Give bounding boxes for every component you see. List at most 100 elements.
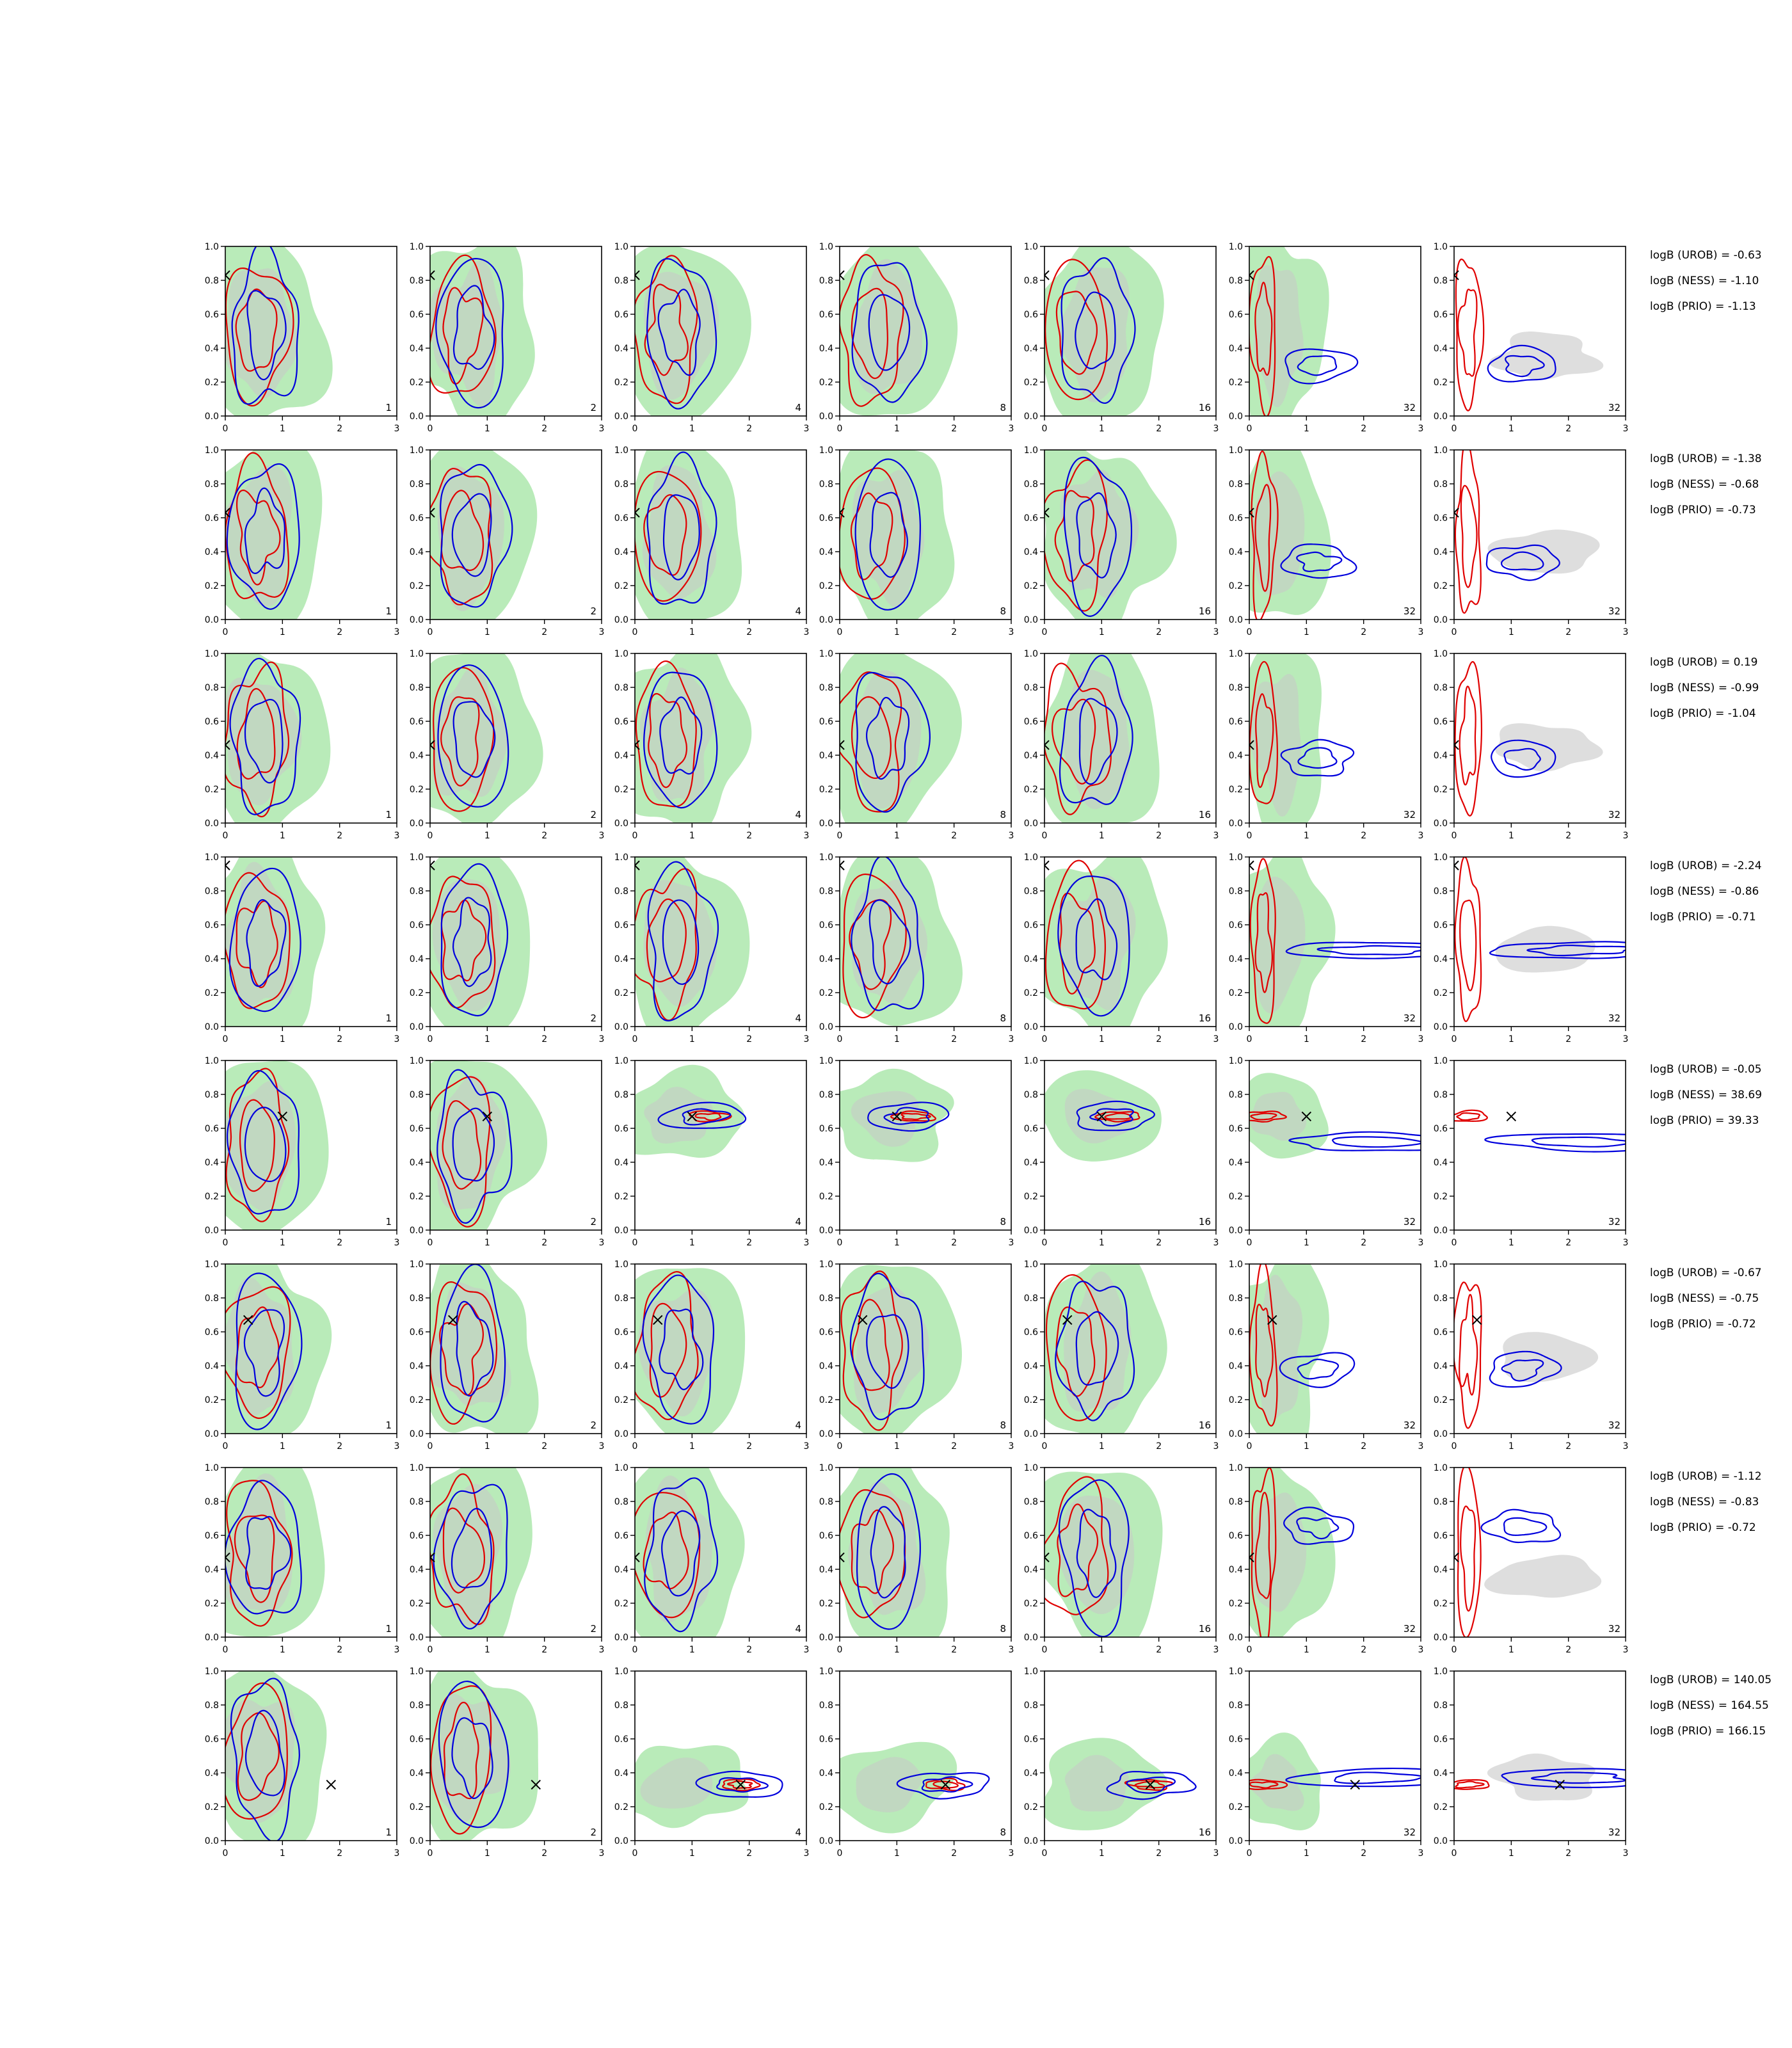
y-tick-label: 0.0 xyxy=(614,819,628,829)
blue-contour-inner xyxy=(245,1516,292,1590)
y-tick-label: 0.8 xyxy=(819,1293,833,1304)
grey-density-region xyxy=(430,1282,511,1406)
y-tick-label: 0.6 xyxy=(819,1327,833,1338)
x-tick-label: 0 xyxy=(1452,424,1457,434)
x-tick-label: 2 xyxy=(1565,424,1571,434)
x-tick-label: 0 xyxy=(1247,1238,1252,1248)
y-tick-label: 0.0 xyxy=(614,1226,628,1236)
panel-number-label: 4 xyxy=(795,1623,801,1635)
x-tick-label: 2 xyxy=(746,831,752,841)
x-tick-label: 1 xyxy=(280,1645,285,1655)
blue-contour-inner xyxy=(659,1308,704,1391)
y-tick-label: 0.2 xyxy=(614,1802,628,1812)
panel-r5-c4: 0 1 2 3 0.0 0.2 0.4 0.6 0.8 1.0 8 xyxy=(819,1056,1014,1248)
x-tick-label: 3 xyxy=(599,831,605,841)
y-tick-label: 0.8 xyxy=(614,1497,628,1507)
y-tick-label: 0.8 xyxy=(614,276,628,286)
y-tick-label: 1.0 xyxy=(1434,242,1448,252)
blue-contour-outer xyxy=(1489,941,1626,959)
blue-contour-inner xyxy=(1531,1136,1626,1148)
axes-frame xyxy=(1453,1467,1626,1638)
y-tick-label: 0.4 xyxy=(1229,344,1243,354)
x-tick-label: 1 xyxy=(1099,831,1105,841)
truth-marker xyxy=(1044,860,1050,870)
y-tick-label: 1.0 xyxy=(1434,1056,1448,1066)
red-contour-inner xyxy=(1459,899,1477,991)
panel-r4-c4: 0 1 2 3 0.0 0.2 0.4 0.6 0.8 1.0 8 xyxy=(819,852,1014,1044)
grey-density-region xyxy=(433,1484,503,1628)
x-tick-label: 1 xyxy=(1099,627,1105,637)
y-tick-label: 0.2 xyxy=(614,1599,628,1609)
red-contour-outer xyxy=(840,1489,906,1619)
y-tick-label: 1.0 xyxy=(1229,445,1243,456)
panel-number-label: 32 xyxy=(1404,1216,1416,1228)
y-tick-label: 1.0 xyxy=(205,1463,219,1473)
x-tick-label: 1 xyxy=(1304,1034,1309,1044)
red-contour-outer xyxy=(225,661,290,818)
panel-r7-c1: 0 1 2 3 0.0 0.2 0.4 0.6 0.8 1.0 1 xyxy=(205,1463,400,1655)
panel-number-label: 32 xyxy=(1404,809,1416,820)
blue-contour-outer xyxy=(1489,1350,1562,1388)
y-tick-label: 0.8 xyxy=(614,1293,628,1304)
x-tick-label: 1 xyxy=(1099,1645,1105,1655)
panel-number-label: 8 xyxy=(1000,605,1006,617)
x-tick-label: 3 xyxy=(394,1848,400,1859)
y-tick-label: 0.4 xyxy=(1229,1361,1243,1372)
red-contour-outer xyxy=(225,1068,290,1222)
panel-r6-c6: 0 1 2 3 0.0 0.2 0.4 0.6 0.8 1.0 32 xyxy=(1229,1260,1424,1452)
panel-r6-c7: 0 1 2 3 0.0 0.2 0.4 0.6 0.8 1.0 32 xyxy=(1434,1260,1629,1452)
blue-contour-outer xyxy=(1288,1131,1421,1151)
x-tick-label: 3 xyxy=(1213,1848,1219,1859)
y-tick-label: 0.0 xyxy=(614,1836,628,1846)
x-tick-label: 1 xyxy=(1304,1848,1309,1859)
y-tick-label: 0.2 xyxy=(614,1395,628,1405)
blue-contour-inner xyxy=(244,1709,285,1796)
x-tick-label: 3 xyxy=(1623,1848,1629,1859)
y-tick-label: 0.2 xyxy=(1434,785,1448,795)
red-contour-outer xyxy=(430,876,496,1009)
panel-number-label: 8 xyxy=(1000,1216,1006,1228)
y-tick-label: 0.8 xyxy=(819,1497,833,1507)
x-tick-label: 2 xyxy=(1565,1441,1571,1452)
x-tick-label: 0 xyxy=(1247,1441,1252,1452)
x-tick-label: 3 xyxy=(599,1441,605,1452)
red-contour-outer xyxy=(225,1682,288,1820)
y-tick-label: 0.8 xyxy=(1229,276,1243,286)
grey-density-region xyxy=(644,1087,713,1144)
y-tick-label: 1.0 xyxy=(1024,1056,1038,1066)
x-tick-label: 3 xyxy=(394,831,400,841)
panel-number-label: 2 xyxy=(590,809,596,820)
y-tick-label: 0.8 xyxy=(1024,276,1038,286)
y-tick-label: 0.0 xyxy=(410,1226,424,1236)
y-tick-label: 0.4 xyxy=(205,1768,219,1779)
panel-number-label: 32 xyxy=(1608,1420,1620,1431)
red-contour-inner xyxy=(1059,892,1096,995)
x-tick-label: 1 xyxy=(689,1848,695,1859)
x-tick-label: 0 xyxy=(1042,424,1048,434)
blue-contour-outer xyxy=(647,861,719,1021)
red-contour-outer xyxy=(1454,857,1482,1022)
x-tick-label: 3 xyxy=(1009,627,1014,637)
x-tick-label: 1 xyxy=(484,627,490,637)
red-contour-outer xyxy=(433,667,495,812)
blue-contour-inner xyxy=(868,899,911,985)
y-tick-label: 0.4 xyxy=(1024,547,1038,557)
panel-r6-c4: 0 1 2 3 0.0 0.2 0.4 0.6 0.8 1.0 8 xyxy=(819,1260,1014,1452)
red-contour-inner xyxy=(1456,1112,1481,1121)
x-tick-label: 1 xyxy=(484,1441,490,1452)
x-tick-label: 2 xyxy=(746,1441,752,1452)
y-tick-label: 0.2 xyxy=(410,1599,424,1609)
blue-contour-outer xyxy=(1055,1281,1135,1421)
logb-label: logB (NESS) = 38.69 xyxy=(1650,1089,1763,1101)
axes-frame xyxy=(1249,1467,1421,1638)
y-tick-label: 0.0 xyxy=(614,615,628,625)
red-contour-inner xyxy=(851,1509,894,1594)
y-tick-label: 0.4 xyxy=(819,547,833,557)
y-tick-label: 1.0 xyxy=(1434,649,1448,659)
panel-number-label: 8 xyxy=(1000,402,1006,413)
axes-frame xyxy=(839,1263,1012,1434)
y-tick-label: 0.0 xyxy=(1229,412,1243,422)
y-tick-label: 1.0 xyxy=(1024,1463,1038,1473)
y-tick-label: 0.2 xyxy=(205,785,219,795)
x-tick-label: 1 xyxy=(894,1034,900,1044)
